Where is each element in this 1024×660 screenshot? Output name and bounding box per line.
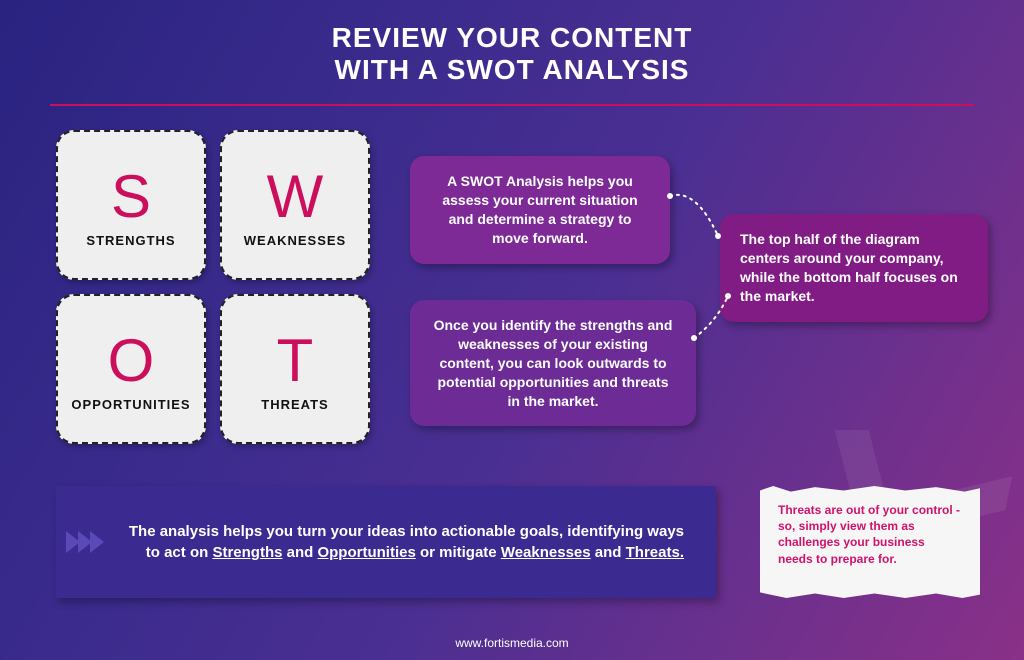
swot-grid: S STRENGTHS W WEAKNESSES O OPPORTUNITIES… (56, 130, 370, 444)
tile-label: WEAKNESSES (244, 233, 346, 248)
footer-url: www.fortismedia.com (0, 636, 1024, 650)
title-line-2: WITH A SWOT ANALYSIS (335, 54, 690, 85)
infographic-canvas: REVIEW YOUR CONTENT WITH A SWOT ANALYSIS… (0, 0, 1024, 660)
tile-letter: S (111, 162, 151, 231)
tile-letter: W (267, 162, 324, 231)
tile-strengths: S STRENGTHS (56, 130, 206, 280)
callout-b: The top half of the diagram centers arou… (720, 214, 988, 322)
callout-a: A SWOT Analysis helps you assess your cu… (410, 156, 670, 264)
tile-label: OPPORTUNITIES (71, 397, 190, 412)
title-underline (50, 104, 974, 106)
tile-letter: O (108, 326, 155, 395)
page-title: REVIEW YOUR CONTENT WITH A SWOT ANALYSIS (0, 22, 1024, 86)
threats-note: Threats are out of your control - so, si… (760, 486, 980, 598)
banner-text: The analysis helps you turn your ideas i… (128, 521, 684, 563)
connector-a-to-b (666, 180, 726, 250)
tile-weaknesses: W WEAKNESSES (220, 130, 370, 280)
tile-threats: T THREATS (220, 294, 370, 444)
tile-opportunities: O OPPORTUNITIES (56, 294, 206, 444)
tile-label: STRENGTHS (86, 233, 175, 248)
title-line-1: REVIEW YOUR CONTENT (332, 22, 693, 53)
summary-banner: The analysis helps you turn your ideas i… (56, 486, 716, 598)
tile-letter: T (277, 326, 314, 395)
tile-label: THREATS (261, 397, 328, 412)
chevrons-icon (66, 531, 102, 553)
callout-c: Once you identify the strengths and weak… (410, 300, 696, 426)
